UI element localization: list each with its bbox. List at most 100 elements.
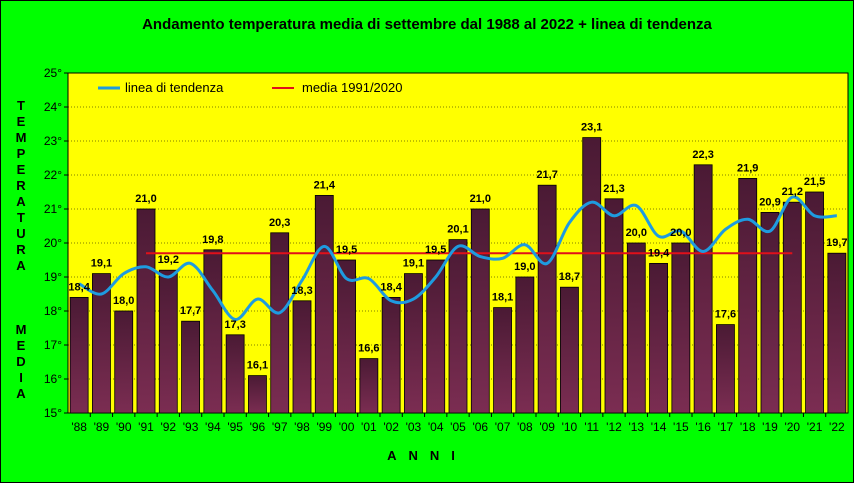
bar-96 bbox=[248, 375, 267, 414]
bar-18 bbox=[738, 177, 758, 414]
x-tick-label: '91 bbox=[138, 420, 154, 434]
trend-line bbox=[78, 195, 837, 321]
bar-01 bbox=[359, 358, 379, 414]
data-label: 21,9 bbox=[737, 162, 758, 174]
bar-05 bbox=[448, 239, 468, 414]
x-tick-label: '94 bbox=[205, 420, 221, 434]
data-label: 21,2 bbox=[782, 186, 803, 198]
x-tick-label: '93 bbox=[183, 420, 199, 434]
x-tick-label: '88 bbox=[71, 420, 87, 434]
bar-14 bbox=[649, 262, 668, 414]
x-tick-label: '97 bbox=[272, 420, 288, 434]
data-label: 19,1 bbox=[403, 258, 424, 270]
x-tick-label: '04 bbox=[428, 420, 444, 434]
chart-title: Andamento temperatura media di settembre… bbox=[142, 16, 712, 33]
bar-08 bbox=[515, 276, 535, 414]
data-label: 16,6 bbox=[358, 343, 379, 355]
x-tick-label: '16 bbox=[695, 420, 711, 434]
x-tick-label: '11 bbox=[584, 420, 599, 434]
bar-95 bbox=[225, 334, 245, 414]
data-label: 20,1 bbox=[447, 224, 468, 236]
bar-92 bbox=[158, 269, 178, 414]
bar-12 bbox=[604, 198, 624, 414]
data-label: 20,0 bbox=[670, 227, 691, 239]
x-tick-label: '15 bbox=[673, 420, 689, 434]
bar-93 bbox=[181, 320, 200, 414]
y-tick-label: 17° bbox=[44, 338, 62, 352]
bar-91 bbox=[136, 208, 156, 414]
data-label: 16,1 bbox=[247, 360, 268, 372]
x-tick-label: '89 bbox=[94, 420, 110, 434]
bar-94 bbox=[203, 249, 223, 414]
x-tick-label: '92 bbox=[160, 420, 176, 434]
data-label: 21,0 bbox=[135, 193, 156, 205]
data-label: 21,5 bbox=[804, 176, 825, 188]
bar-06 bbox=[470, 208, 490, 414]
x-tick-label: '02 bbox=[383, 420, 399, 434]
x-tick-label: '17 bbox=[718, 420, 734, 434]
bar-09 bbox=[537, 184, 557, 414]
bar-21 bbox=[805, 191, 824, 414]
y-tick-label: 22° bbox=[44, 168, 62, 182]
bar-16 bbox=[693, 164, 713, 414]
data-label: 18,3 bbox=[291, 285, 312, 297]
bar-89 bbox=[92, 273, 111, 414]
x-tick-label: '03 bbox=[406, 420, 422, 434]
y-tick-label: 21° bbox=[44, 202, 62, 216]
data-label: 21,3 bbox=[603, 183, 624, 195]
x-tick-label: '00 bbox=[339, 420, 355, 434]
bar-22 bbox=[827, 252, 847, 414]
data-label: 18,4 bbox=[68, 281, 90, 293]
x-tick-label: '99 bbox=[316, 420, 332, 434]
bar-00 bbox=[337, 259, 356, 414]
y-tick-label: 24° bbox=[44, 100, 62, 114]
data-label: 19,1 bbox=[91, 258, 112, 270]
data-label: 17,7 bbox=[180, 305, 201, 317]
bar-19 bbox=[760, 211, 780, 414]
y-tick-label: 18° bbox=[44, 304, 62, 318]
data-label: 20,0 bbox=[626, 227, 647, 239]
legend-label-media: media 1991/2020 bbox=[302, 80, 402, 95]
x-tick-label: '07 bbox=[495, 420, 511, 434]
bar-20 bbox=[782, 201, 802, 414]
x-tick-label: '18 bbox=[740, 420, 756, 434]
bar-10 bbox=[560, 286, 579, 414]
data-label: 20,9 bbox=[759, 196, 780, 208]
bar-15 bbox=[671, 242, 691, 414]
data-label: 19,2 bbox=[158, 254, 179, 266]
x-tick-label: '96 bbox=[250, 420, 266, 434]
data-label: 22,3 bbox=[692, 149, 713, 161]
data-label: 23,1 bbox=[581, 122, 602, 134]
y-tick-label: 25° bbox=[44, 66, 62, 80]
x-tick-label: '09 bbox=[539, 420, 555, 434]
y-tick-label: 20° bbox=[44, 236, 62, 250]
x-tick-label: '12 bbox=[606, 420, 622, 434]
bar-03 bbox=[404, 273, 423, 414]
x-tick-label: '20 bbox=[784, 420, 800, 434]
y-tick-label: 16° bbox=[44, 372, 62, 386]
x-tick-label: '98 bbox=[294, 420, 310, 434]
bar-97 bbox=[270, 232, 290, 414]
x-tick-label: '14 bbox=[651, 420, 667, 434]
data-label: 20,3 bbox=[269, 217, 290, 229]
y-tick-label: 19° bbox=[44, 270, 62, 284]
data-label: 17,3 bbox=[224, 319, 245, 331]
bar-90 bbox=[114, 310, 134, 414]
data-label: 18,1 bbox=[492, 292, 513, 304]
x-tick-label: '95 bbox=[227, 420, 243, 434]
x-tick-label: '19 bbox=[762, 420, 778, 434]
legend-label-trend: linea di tendenza bbox=[125, 80, 224, 95]
y-tick-label: 23° bbox=[44, 134, 62, 148]
data-label: 21,4 bbox=[314, 179, 336, 191]
data-label: 19,0 bbox=[514, 261, 535, 273]
x-tick-label: '22 bbox=[829, 420, 845, 434]
y-tick-label: 15° bbox=[44, 406, 62, 420]
data-label: 18,0 bbox=[113, 295, 134, 307]
data-label: 19,8 bbox=[202, 234, 223, 246]
data-label: 19,4 bbox=[648, 247, 670, 259]
x-tick-label: '06 bbox=[472, 420, 488, 434]
x-tick-label: '05 bbox=[450, 420, 466, 434]
